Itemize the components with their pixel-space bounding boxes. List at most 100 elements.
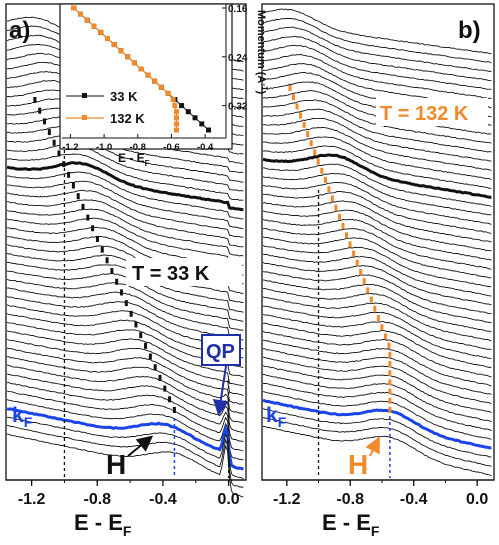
panel-b-temp-label: T = 132 K: [380, 103, 469, 125]
panel-b-temp-bg: [376, 98, 488, 126]
peak-marker-33k: [110, 268, 114, 275]
peak-marker-132k: [366, 287, 370, 294]
edc-curve: [262, 54, 492, 99]
edc-curve: [6, 390, 244, 452]
panel-b-x-axis: -1.2 -0.8 -0.4 0.0: [262, 479, 494, 508]
edc-curve: [262, 425, 492, 477]
edc-curve: [262, 26, 492, 72]
peak-marker-132k: [341, 223, 345, 229]
inset-x-tick-label: -0.6: [163, 142, 179, 153]
edc-curve: [262, 314, 492, 360]
inset-x-tick-label: -0.8: [130, 142, 146, 153]
edc-curve: [263, 228, 492, 270]
peak-marker-132k: [323, 177, 327, 183]
peak-marker-132k: [334, 204, 338, 211]
peak-marker-33k: [120, 289, 124, 296]
peak-marker-33k: [62, 161, 66, 168]
edc-curve: [262, 382, 492, 432]
qp-label: QP: [206, 341, 235, 363]
peak-marker-132k: [388, 388, 392, 395]
inset-point-132k: [91, 23, 97, 29]
x-tick-label: -0.8: [83, 491, 111, 508]
inset-plot-area: -1.2 -1.0 -0.8 -0.6 -0.4 0.16 0.24 0.32 Momentum…: [62, 4, 269, 168]
peak-marker-132k: [316, 158, 320, 165]
edc-curve: [262, 218, 492, 261]
edc-curve: [6, 407, 245, 471]
peak-marker-33k: [57, 150, 61, 157]
legend-132k-marker: [82, 115, 87, 120]
peak-marker-33k: [129, 310, 133, 317]
edc-curve: [262, 330, 492, 378]
peak-marker-33k: [158, 374, 162, 381]
inset-point-132k: [104, 36, 110, 41]
edc-curve: [262, 305, 492, 350]
edc-curve: [6, 217, 244, 266]
edc-curve: [262, 244, 492, 288]
peak-marker-33k: [95, 235, 99, 242]
edc-curve: [262, 44, 492, 90]
inset-point-132k: [145, 72, 151, 78]
panel-a-x-axis: -1.2 -0.8 -0.4 0.0: [6, 479, 246, 508]
edc-curve: [262, 17, 492, 64]
peak-marker-33k: [76, 193, 80, 200]
edc-curve: [6, 189, 244, 238]
edc-curve: [6, 330, 244, 387]
edc-curve: [262, 236, 492, 279]
inset-point-132k: [174, 115, 180, 121]
peak-marker-132k: [295, 103, 299, 110]
edc-curve: [6, 171, 244, 220]
panel-b-letter: b): [458, 17, 481, 44]
edc-curve: [262, 117, 492, 162]
edc-curve: [6, 287, 244, 341]
qp-arrow: [212, 365, 229, 416]
edc-curve: [6, 278, 244, 331]
peak-marker-33k: [163, 385, 167, 392]
x-tick-label: 0.0: [466, 491, 488, 508]
edc-curve: [6, 382, 244, 442]
peak-marker-132k: [388, 351, 392, 358]
edc-curve: [262, 253, 492, 297]
peak-marker-33k: [91, 225, 95, 232]
peak-marker-33k: [43, 118, 47, 125]
peak-marker-132k: [383, 333, 387, 340]
edc-curve: [262, 127, 492, 171]
panel-b-x-title: E - EF: [322, 510, 380, 539]
peak-marker-33k: [115, 278, 119, 285]
edc-curve: [262, 296, 492, 342]
edc-curve: [262, 136, 492, 180]
peak-marker-33k: [168, 396, 172, 403]
peak-marker-33k: [47, 129, 51, 136]
edc-curve: [262, 153, 492, 199]
edc-curve: [262, 356, 492, 404]
qp-box: [201, 334, 241, 366]
edc-curve: [7, 180, 244, 230]
edc-curve: [262, 339, 492, 387]
edc-curve: [262, 322, 492, 368]
edc-curve: [7, 416, 244, 480]
inset-point-132k: [98, 29, 104, 35]
inset-x-tick-label: -0.4: [197, 142, 214, 153]
peak-marker-132k: [309, 140, 313, 147]
inset-point-132k: [71, 5, 77, 11]
peak-marker-33k: [100, 246, 104, 253]
inset-point-33k: [185, 109, 191, 115]
edc-curve: [262, 163, 492, 207]
panel-a-temp-label: T = 33 K: [132, 263, 210, 285]
edc-curve: [262, 279, 492, 324]
peak-marker-132k: [288, 85, 292, 91]
peak-marker-132k: [292, 94, 296, 101]
panel-a-letter: a): [9, 17, 30, 44]
inset-y-tick-label: 0.32: [228, 102, 248, 113]
edc-curve: [262, 145, 492, 189]
edc-curve: [7, 153, 244, 201]
edc-curve: [6, 424, 244, 488]
edc-curve: [6, 208, 244, 257]
inset-y-tick-label: 0.16: [228, 4, 248, 15]
edc-curve: [6, 339, 244, 397]
peak-marker-33k: [67, 171, 71, 178]
peak-marker-33k: [81, 203, 85, 210]
edc-curve: [6, 399, 244, 461]
inset-y-tick-label: 0.24: [228, 53, 248, 64]
panel-a-temp-bg: [126, 258, 242, 286]
